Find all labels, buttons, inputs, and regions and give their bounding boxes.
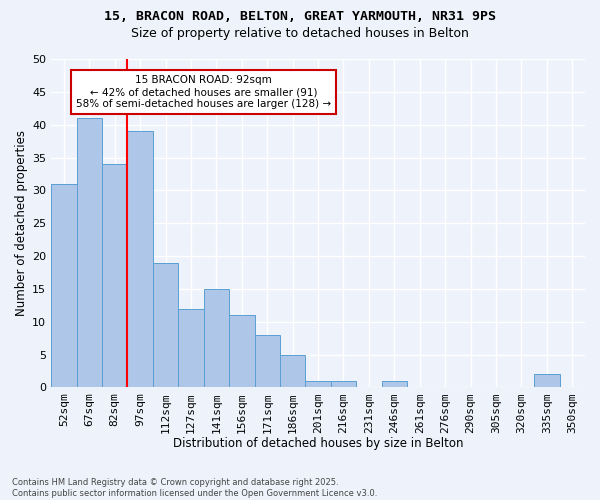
Bar: [102, 164, 127, 388]
Text: Contains HM Land Registry data © Crown copyright and database right 2025.
Contai: Contains HM Land Registry data © Crown c…: [12, 478, 377, 498]
Bar: [203, 289, 229, 388]
Y-axis label: Number of detached properties: Number of detached properties: [15, 130, 28, 316]
Bar: [51, 184, 77, 388]
Text: 15 BRACON ROAD: 92sqm
← 42% of detached houses are smaller (91)
58% of semi-deta: 15 BRACON ROAD: 92sqm ← 42% of detached …: [76, 76, 331, 108]
Text: 15, BRACON ROAD, BELTON, GREAT YARMOUTH, NR31 9PS: 15, BRACON ROAD, BELTON, GREAT YARMOUTH,…: [104, 10, 496, 23]
X-axis label: Distribution of detached houses by size in Belton: Distribution of detached houses by size …: [173, 437, 463, 450]
Text: Size of property relative to detached houses in Belton: Size of property relative to detached ho…: [131, 28, 469, 40]
Bar: [77, 118, 102, 388]
Bar: [229, 315, 254, 388]
Bar: [382, 381, 407, 388]
Bar: [280, 354, 305, 388]
Bar: [178, 308, 203, 388]
Bar: [127, 132, 153, 388]
Bar: [153, 262, 178, 388]
Bar: [305, 381, 331, 388]
Bar: [534, 374, 560, 388]
Bar: [331, 381, 356, 388]
Bar: [254, 335, 280, 388]
